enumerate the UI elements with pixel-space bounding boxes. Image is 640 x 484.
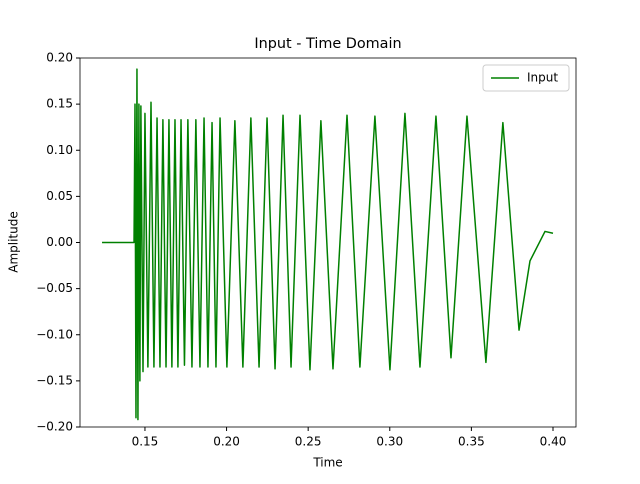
data-line	[102, 68, 554, 421]
x-tick-label: 0.40	[540, 435, 567, 449]
legend-box	[482, 64, 570, 92]
y-tick-label: −0.05	[36, 281, 73, 295]
y-tick-label: −0.20	[36, 420, 73, 434]
y-tick-label: 0.15	[46, 97, 73, 111]
y-tick-label: 0.00	[46, 235, 73, 249]
x-tick-label: 0.20	[213, 435, 240, 449]
plot-frame	[79, 57, 577, 428]
y-tick-label: 0.10	[46, 143, 73, 157]
y-tick-label: 0.05	[46, 189, 73, 203]
x-axis-label: Time	[312, 456, 342, 470]
legend-label: Input	[527, 71, 558, 85]
y-tick-label: 0.20	[46, 51, 73, 65]
y-axis-label: Amplitude	[7, 211, 21, 273]
chart-title: Input - Time Domain	[254, 36, 401, 52]
x-tick-label: 0.15	[132, 435, 159, 449]
y-tick-label: −0.15	[36, 373, 73, 387]
y-tick-label: −0.10	[36, 327, 73, 341]
x-tick-label: 0.35	[458, 435, 485, 449]
x-tick-label: 0.30	[376, 435, 403, 449]
x-tick-label: 0.25	[295, 435, 322, 449]
